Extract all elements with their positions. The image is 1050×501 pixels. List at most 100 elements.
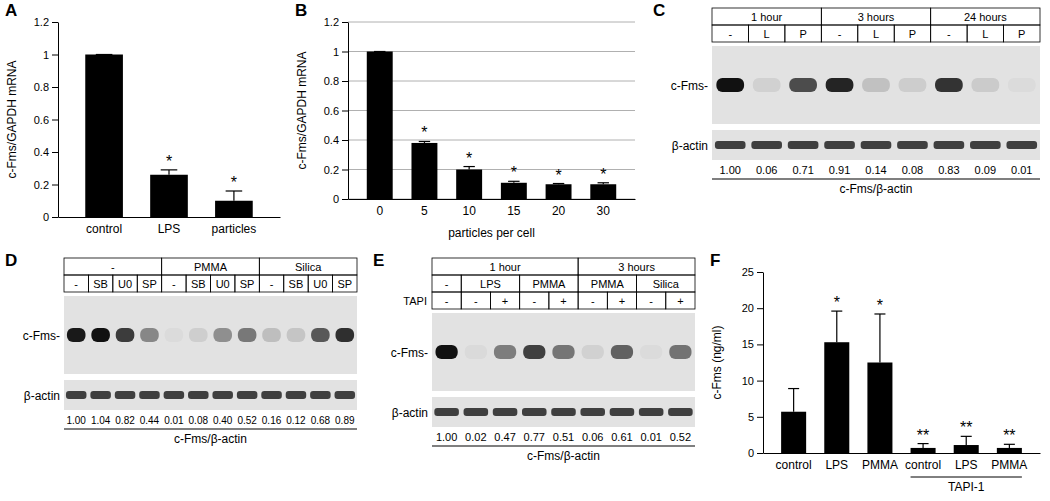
header-label: + xyxy=(677,295,683,307)
y-tick-mark xyxy=(52,22,58,23)
bar xyxy=(590,184,616,199)
header-cell xyxy=(432,275,461,292)
header-cell xyxy=(821,25,857,42)
x-axis: 0510152030 xyxy=(349,200,636,218)
x-tick-label: particles xyxy=(212,222,257,236)
header-label: PMMA xyxy=(591,278,625,290)
blot-marks xyxy=(66,328,355,399)
header-label: P xyxy=(1018,28,1025,40)
bar xyxy=(781,412,806,453)
c-fms-band xyxy=(165,328,184,342)
y-tick-mark xyxy=(52,217,58,218)
actin-band xyxy=(610,408,635,416)
error-bar xyxy=(374,51,385,52)
actin-band xyxy=(164,391,185,399)
significance: * xyxy=(555,167,561,184)
x-tick-label: control xyxy=(905,458,941,472)
header-cell xyxy=(432,292,461,309)
blot-panel: E1 hour3 hours-LPSPMMAPMMASilicaTAPI--+-… xyxy=(373,251,695,463)
header-label: + xyxy=(560,295,566,307)
c-fms-band xyxy=(336,328,355,342)
error-bar xyxy=(918,444,929,448)
y-tick-label: 0.2 xyxy=(324,164,339,176)
header-cell xyxy=(894,25,930,42)
c-fms-band xyxy=(213,328,232,342)
y-axis: 0510152025 xyxy=(742,266,764,459)
ratio-label: 0.77 xyxy=(524,431,545,443)
row-label: β-actin xyxy=(24,389,60,403)
significance: * xyxy=(511,164,517,181)
group-line xyxy=(911,477,1022,478)
header-label: Silica xyxy=(295,261,322,273)
header-cell xyxy=(578,292,607,309)
header-cell xyxy=(967,25,1003,42)
y-tick: 5 xyxy=(748,411,763,423)
x-axis-line xyxy=(59,217,281,218)
actin-band xyxy=(897,141,928,149)
bar xyxy=(85,55,123,218)
y-tick: 1.2 xyxy=(34,16,58,28)
y-tick: 1.2 xyxy=(324,16,348,28)
actin-band xyxy=(90,391,111,399)
header-cell xyxy=(162,275,186,292)
x-tick: PMMA xyxy=(991,458,1027,472)
plot-marks xyxy=(367,52,616,200)
significance: * xyxy=(466,150,472,167)
header-cell xyxy=(712,8,821,25)
header-cell xyxy=(549,292,578,309)
panel-letter: F xyxy=(710,251,720,270)
x-axis-line xyxy=(349,199,636,200)
header-cell xyxy=(578,258,695,275)
header-label: U0 xyxy=(313,278,327,290)
actin-band xyxy=(310,391,331,399)
error-bar xyxy=(161,170,178,175)
error-bar xyxy=(508,181,519,182)
header-label: - xyxy=(474,295,478,307)
panel-letter: C xyxy=(653,1,665,20)
ratio-label: 0.01 xyxy=(1011,164,1032,176)
c-fms-band xyxy=(91,328,110,342)
y-axis-line xyxy=(763,273,764,454)
error-cap xyxy=(96,54,113,55)
y-tick-mark xyxy=(757,381,763,382)
c-fms-band xyxy=(465,345,487,359)
error-line xyxy=(233,191,234,201)
header-cell xyxy=(64,258,162,275)
header-label: SP xyxy=(337,278,352,290)
y-tick-label: 0.8 xyxy=(324,75,339,87)
panel-letter: E xyxy=(373,251,384,270)
ratio-label: 0.82 xyxy=(115,415,135,426)
group-label: TAPI-1 xyxy=(948,480,985,494)
actin-band xyxy=(212,391,233,399)
y-tick-mark xyxy=(342,140,348,141)
ratio-label: 1.00 xyxy=(720,164,741,176)
header-cell xyxy=(259,258,357,275)
significance: * xyxy=(421,124,427,141)
header-cell xyxy=(211,275,235,292)
error-bar xyxy=(788,389,799,412)
actin-band xyxy=(639,408,664,416)
header-cell xyxy=(931,25,967,42)
c-fms-band xyxy=(582,345,604,359)
header-cell xyxy=(432,258,578,275)
header-label: L xyxy=(873,28,879,40)
header-label: P xyxy=(909,28,916,40)
significance: ** xyxy=(1003,427,1015,444)
header-cell xyxy=(858,25,894,42)
x-tick: 30 xyxy=(597,204,611,218)
ratio-label: 0.83 xyxy=(938,164,959,176)
y-tick-label: 25 xyxy=(742,266,754,278)
actin-band xyxy=(934,141,965,149)
x-tick: control xyxy=(86,222,122,236)
c-fms-band xyxy=(640,345,662,359)
header-label: U0 xyxy=(118,278,132,290)
significance: * xyxy=(166,153,172,170)
actin-band xyxy=(115,391,136,399)
panel-letter: D xyxy=(5,251,17,270)
c-fms-band xyxy=(716,78,744,92)
header-cell xyxy=(461,275,519,292)
x-tick-label: control xyxy=(776,458,812,472)
y-tick-label: 1.2 xyxy=(34,16,49,28)
bar xyxy=(501,183,527,199)
error-bar xyxy=(961,436,972,445)
